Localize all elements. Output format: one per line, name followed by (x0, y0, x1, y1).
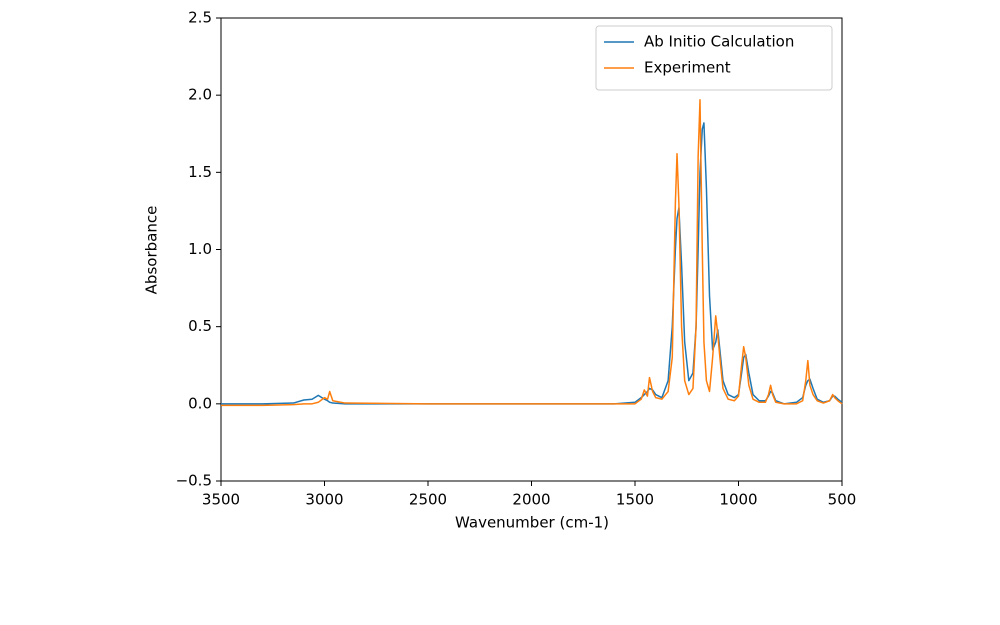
x-tick-label: 1500 (616, 491, 654, 509)
y-tick-label: 2.0 (188, 86, 212, 104)
x-tick-label: 2500 (409, 491, 447, 509)
x-tick-label: 3500 (202, 491, 240, 509)
y-tick-label: 1.5 (188, 163, 212, 181)
legend-box (595, 25, 833, 91)
x-tick-label: 500 (828, 491, 857, 509)
y-tick-label: 0.0 (188, 394, 212, 412)
x-tick-label: 2000 (512, 491, 550, 509)
x-axis-label: Wavenumber (cm-1) (455, 514, 609, 532)
x-tick-label: 3000 (305, 491, 343, 509)
x-tick-label: 1000 (719, 491, 757, 509)
legend-label: Experiment (644, 59, 731, 77)
series-line (221, 99, 843, 407)
y-axis-label: Absorbance (143, 206, 161, 295)
y-tick-label: 1.0 (188, 240, 212, 258)
legend-label: Ab Initio Calculation (644, 33, 794, 51)
y-tick-label: 0.5 (188, 317, 212, 335)
y-tick-label: −0.5 (176, 472, 212, 490)
series-line (221, 122, 843, 405)
y-tick-label: 2.5 (188, 9, 212, 27)
